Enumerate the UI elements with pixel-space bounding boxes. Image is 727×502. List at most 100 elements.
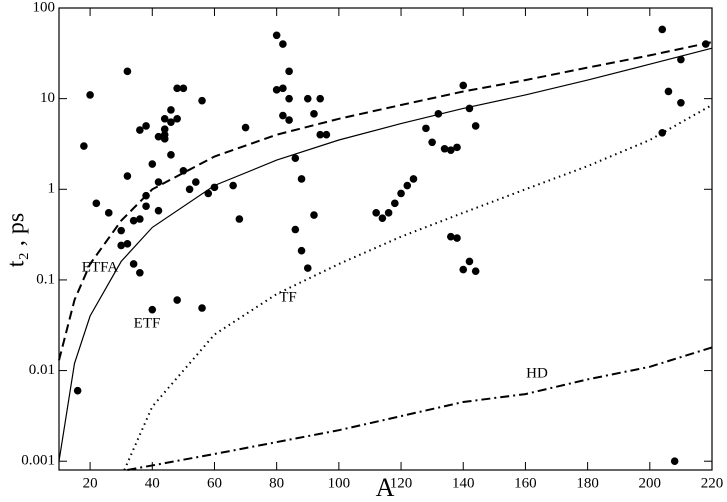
curve	[58, 41, 713, 361]
point	[272, 86, 281, 94]
point	[117, 241, 125, 250]
point	[92, 199, 101, 208]
point	[316, 94, 325, 103]
point	[310, 211, 318, 219]
point	[142, 122, 150, 130]
x-tick-label: 140	[452, 475, 475, 491]
point	[664, 87, 673, 96]
point	[677, 98, 685, 107]
curve	[123, 104, 713, 471]
point	[136, 215, 144, 223]
x-tick-label: 220	[701, 475, 724, 491]
point	[173, 84, 181, 93]
point	[459, 265, 468, 274]
point	[291, 154, 300, 163]
y-axis-label: t₂ , ps	[4, 213, 30, 267]
point	[471, 267, 480, 275]
point	[272, 31, 281, 40]
point	[447, 232, 455, 241]
point	[154, 206, 163, 215]
point	[303, 264, 312, 272]
point	[104, 209, 113, 217]
point	[160, 135, 169, 143]
point	[73, 386, 82, 395]
point	[148, 160, 157, 168]
point	[142, 202, 150, 211]
y-tick-label: 0.001	[21, 453, 55, 469]
point	[179, 84, 188, 93]
x-tick-label: 20	[83, 475, 98, 491]
point	[465, 257, 474, 266]
point	[391, 199, 399, 208]
point	[428, 138, 436, 147]
point	[142, 191, 150, 200]
point	[701, 40, 710, 48]
point	[204, 189, 213, 198]
point	[86, 91, 94, 99]
x-axis-label: A	[376, 473, 395, 502]
x-tick-label: 100	[328, 475, 351, 491]
y-tick-label: 1	[48, 181, 56, 197]
point	[160, 125, 169, 134]
point	[453, 143, 461, 152]
point	[440, 144, 449, 153]
point	[185, 185, 194, 194]
point	[136, 126, 144, 134]
point	[167, 106, 175, 114]
point	[658, 25, 667, 34]
point	[129, 216, 138, 225]
point	[129, 260, 138, 268]
y-tick-label: 10	[40, 90, 55, 106]
y-tick-label: 0.01	[29, 362, 55, 378]
point	[434, 110, 443, 118]
point	[210, 183, 219, 192]
curve	[58, 47, 713, 462]
point	[167, 118, 175, 126]
point	[465, 104, 474, 113]
curve-label: ETF	[134, 315, 161, 331]
point	[291, 225, 300, 234]
point	[235, 215, 244, 223]
x-tick-label: 80	[269, 475, 284, 491]
point	[677, 55, 685, 64]
x-tick-label: 180	[576, 475, 599, 491]
point	[123, 67, 132, 76]
point	[303, 94, 312, 103]
point	[285, 94, 293, 103]
x-tick-label: 160	[514, 475, 537, 491]
x-tick-label: 200	[639, 475, 662, 491]
point	[378, 214, 387, 222]
x-tick-label: 60	[207, 475, 222, 491]
point	[279, 111, 287, 120]
point	[279, 40, 287, 48]
point	[397, 189, 405, 198]
point	[167, 151, 175, 159]
point	[384, 209, 393, 217]
plot-frame	[58, 7, 713, 471]
point	[198, 304, 206, 312]
point	[173, 296, 181, 304]
point	[229, 181, 237, 190]
point	[310, 110, 318, 118]
point	[198, 96, 206, 105]
point	[316, 130, 325, 139]
point	[154, 132, 163, 141]
curve	[127, 346, 713, 471]
point	[285, 67, 293, 76]
point	[372, 209, 380, 217]
y-tick-label: 100	[33, 0, 56, 15]
point	[117, 226, 125, 235]
point	[409, 175, 418, 183]
point	[459, 81, 468, 90]
point	[403, 181, 412, 190]
point	[154, 178, 163, 186]
point	[136, 268, 144, 277]
x-tick-label: 120	[390, 475, 413, 491]
point	[279, 84, 287, 93]
curve-label: HD	[526, 365, 548, 381]
point	[297, 246, 306, 255]
point	[422, 124, 430, 133]
point	[192, 178, 200, 186]
point	[297, 175, 306, 183]
